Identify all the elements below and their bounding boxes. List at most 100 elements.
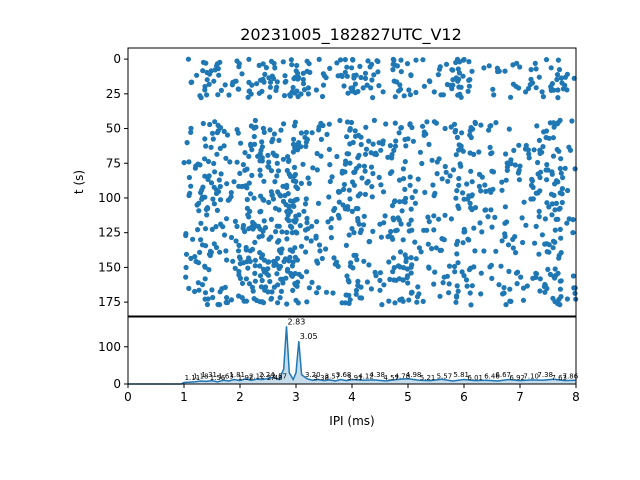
raster-point bbox=[466, 83, 472, 89]
raster-point bbox=[276, 137, 282, 143]
raster-point bbox=[455, 238, 461, 244]
raster-point bbox=[447, 173, 453, 179]
raster-point bbox=[245, 265, 251, 271]
raster-point bbox=[517, 64, 523, 70]
raster-point bbox=[448, 124, 454, 130]
raster-point bbox=[265, 152, 271, 158]
raster-point bbox=[488, 262, 494, 268]
raster-point bbox=[249, 284, 255, 290]
raster-point bbox=[455, 203, 461, 209]
raster-point bbox=[198, 190, 204, 196]
raster-point bbox=[504, 219, 510, 225]
raster-point bbox=[198, 220, 204, 226]
histogram-peak-label: 3.05 bbox=[300, 332, 318, 341]
raster-point bbox=[426, 78, 432, 84]
raster-point bbox=[392, 143, 399, 149]
raster-point bbox=[378, 234, 384, 240]
raster-point bbox=[236, 61, 242, 67]
raster-point bbox=[454, 294, 460, 300]
raster-point bbox=[287, 254, 293, 260]
raster-point bbox=[294, 88, 300, 94]
histogram-y-ticks: 0 100 bbox=[98, 340, 128, 391]
histogram-minor-label: 1.92 bbox=[238, 374, 254, 382]
histogram-minor-label: 1.11 bbox=[185, 374, 201, 382]
raster-point bbox=[233, 78, 239, 84]
raster-point bbox=[527, 82, 533, 88]
raster-point bbox=[202, 136, 208, 142]
raster-point bbox=[368, 286, 374, 292]
raster-point bbox=[370, 170, 376, 177]
raster-point bbox=[237, 261, 243, 267]
raster-point bbox=[354, 257, 360, 263]
raster-point bbox=[314, 258, 320, 264]
raster-point bbox=[202, 87, 208, 93]
raster-y-tick-label: 150 bbox=[98, 260, 121, 274]
raster-point bbox=[294, 62, 300, 69]
raster-point bbox=[537, 276, 543, 282]
histogram-minor-label: 7.38 bbox=[537, 371, 553, 379]
raster-point bbox=[366, 262, 372, 268]
raster-point bbox=[364, 82, 370, 88]
raster-point bbox=[454, 283, 460, 289]
raster-point bbox=[304, 215, 310, 221]
raster-point bbox=[221, 143, 227, 149]
raster-point bbox=[367, 238, 373, 245]
raster-point bbox=[206, 173, 212, 179]
raster-point bbox=[300, 161, 306, 167]
raster-point bbox=[199, 282, 206, 288]
raster-point bbox=[288, 270, 294, 277]
raster-point bbox=[373, 151, 379, 158]
raster-point bbox=[298, 243, 305, 249]
raster-point bbox=[421, 83, 427, 89]
raster-point bbox=[323, 246, 329, 252]
raster-point bbox=[259, 277, 265, 284]
raster-point bbox=[206, 267, 212, 273]
raster-point bbox=[434, 159, 440, 165]
raster-point bbox=[460, 73, 466, 79]
raster-point bbox=[281, 121, 287, 127]
raster-point bbox=[204, 212, 210, 218]
raster-point bbox=[257, 172, 263, 178]
raster-point bbox=[532, 240, 538, 246]
histogram-x-ticks: 0 1 2 3 4 5 6 7 8 bbox=[124, 384, 580, 404]
raster-point bbox=[265, 289, 271, 295]
raster-point bbox=[336, 199, 342, 205]
raster-point bbox=[212, 67, 218, 73]
raster-point bbox=[569, 118, 575, 124]
raster-point bbox=[244, 259, 250, 265]
raster-point bbox=[206, 81, 212, 87]
raster-point bbox=[216, 177, 222, 183]
raster-point bbox=[196, 200, 202, 206]
raster-point bbox=[252, 270, 258, 276]
raster-point bbox=[316, 285, 322, 291]
raster-point bbox=[186, 174, 192, 181]
raster-point bbox=[291, 136, 297, 142]
raster-point bbox=[296, 140, 302, 146]
raster-point bbox=[516, 142, 522, 148]
raster-point bbox=[202, 156, 208, 162]
raster-point bbox=[454, 188, 460, 194]
raster-point bbox=[200, 68, 206, 74]
raster-point bbox=[540, 144, 546, 150]
raster-point bbox=[239, 183, 245, 190]
raster-point bbox=[421, 129, 427, 135]
raster-point bbox=[218, 87, 224, 93]
raster-point bbox=[310, 165, 316, 171]
raster-point bbox=[477, 220, 483, 226]
raster-point bbox=[472, 248, 478, 254]
raster-point bbox=[188, 255, 194, 261]
raster-point bbox=[468, 205, 474, 211]
raster-point bbox=[377, 221, 383, 227]
raster-point bbox=[303, 196, 309, 202]
histogram-minor-label: 3.68 bbox=[336, 371, 352, 379]
raster-point bbox=[482, 182, 488, 188]
raster-point bbox=[476, 183, 482, 189]
raster-point bbox=[443, 61, 450, 67]
raster-y-tick-label: 175 bbox=[98, 295, 121, 309]
raster-point bbox=[306, 285, 312, 291]
raster-point bbox=[231, 179, 237, 185]
raster-point bbox=[424, 227, 430, 233]
histogram-y-tick-label: 100 bbox=[98, 340, 121, 354]
raster-point bbox=[246, 56, 252, 62]
raster-point bbox=[437, 64, 443, 70]
